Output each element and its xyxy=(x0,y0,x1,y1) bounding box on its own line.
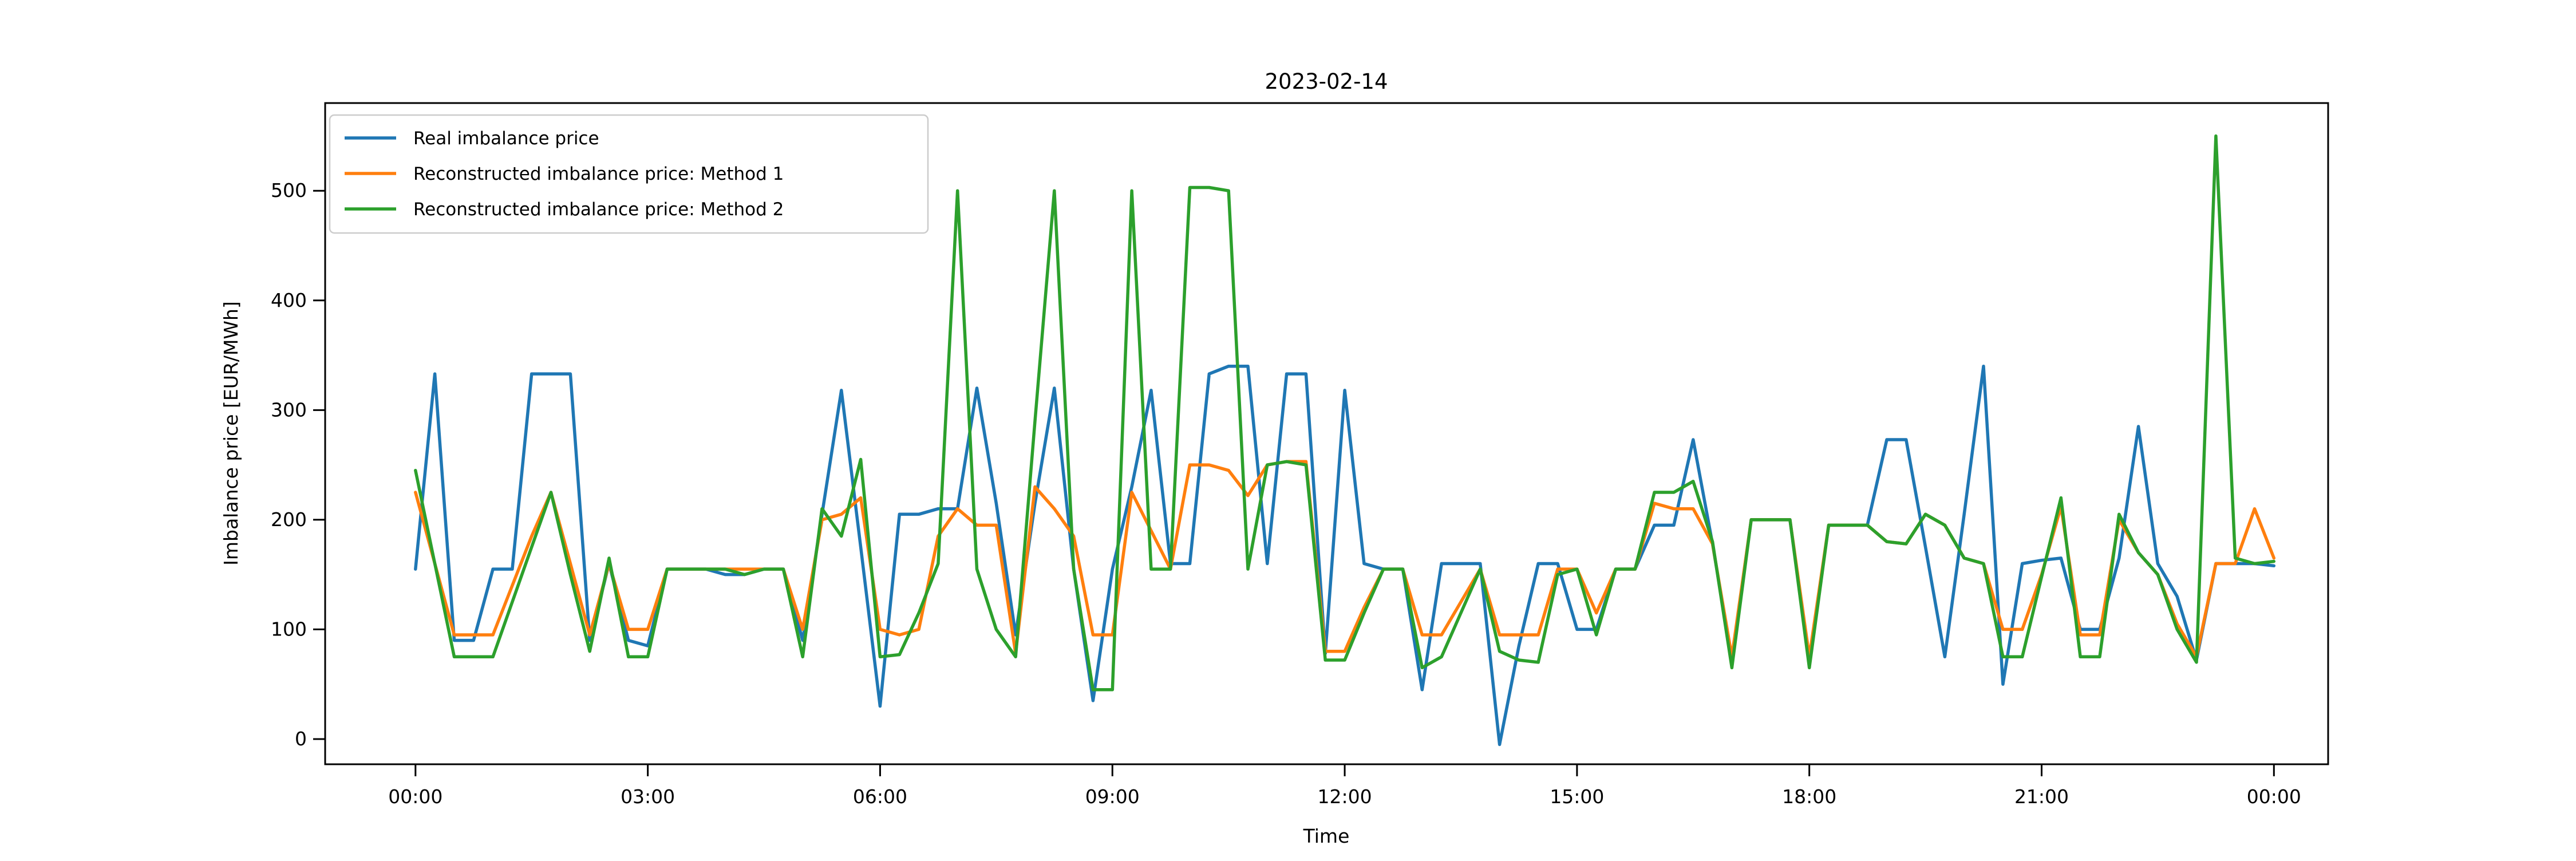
legend-label: Reconstructed imbalance price: Method 1 xyxy=(413,164,784,184)
legend: Real imbalance price Reconstructed imbala… xyxy=(329,114,929,234)
series-line-real-imbalance-price xyxy=(414,364,2276,747)
axes-spines xyxy=(324,102,2329,765)
x-tick-label: 03:00 xyxy=(621,785,675,808)
y-axis-label: Imbalance price [EUR/MWh] xyxy=(220,301,242,566)
x-axis-label: Time xyxy=(1303,825,1350,847)
x-tick-label: 12:00 xyxy=(1318,785,1372,808)
legend-label: Real imbalance price xyxy=(413,128,599,149)
x-tick-label: 21:00 xyxy=(2014,785,2069,808)
x-tick-label: 15:00 xyxy=(1550,785,1604,808)
y-tick-label: 0 xyxy=(295,728,307,750)
x-tick-label: 09:00 xyxy=(1085,785,1140,808)
x-tick-label: 18:00 xyxy=(1782,785,1836,808)
series-line-reconstructed-imbalance-price-method-2 xyxy=(414,134,2276,692)
legend-label: Reconstructed imbalance price: Method 2 xyxy=(413,199,784,220)
y-tick-label: 100 xyxy=(271,618,307,640)
y-tick-label: 500 xyxy=(271,179,307,202)
y-tick-label: 400 xyxy=(271,289,307,311)
plot-area: 00:00 03:00 06:00 09:00 12:00 15:00 18:00 21:00… xyxy=(271,102,2329,808)
chart-title: 2023-02-14 xyxy=(1265,69,1388,94)
y-tick-label: 300 xyxy=(271,398,307,421)
x-tick-label: 06:00 xyxy=(853,785,907,808)
legend-box xyxy=(329,114,929,234)
y-tick-label: 200 xyxy=(271,508,307,531)
x-tick-label: 00:00 xyxy=(388,785,442,808)
x-tick-label: 00:00 xyxy=(2247,785,2301,808)
